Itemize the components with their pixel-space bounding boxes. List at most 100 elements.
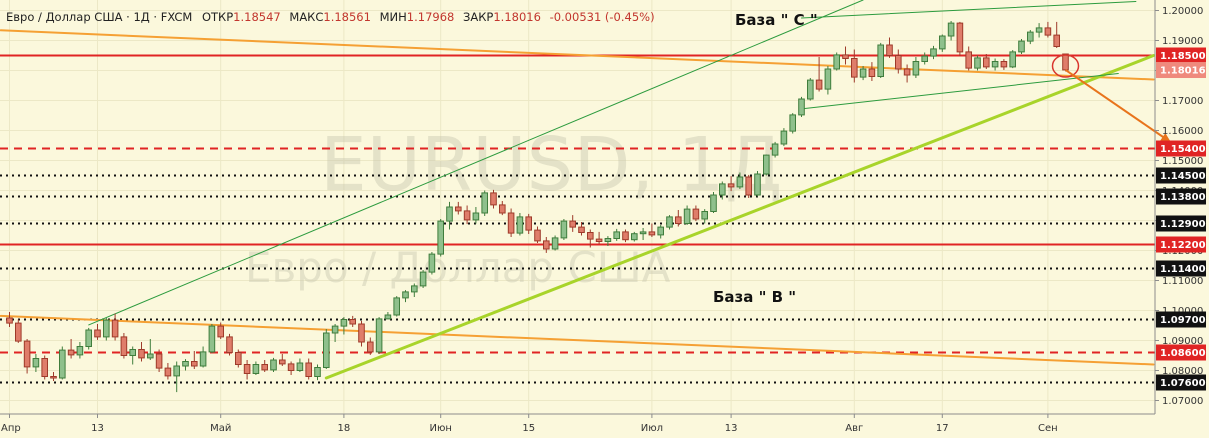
candle-bearish: [155, 353, 163, 369]
chart-header: Евро / Доллар США · 1Д · FXCM ОТКР1.1854…: [6, 10, 655, 24]
candle-bullish: [419, 271, 427, 287]
candle-bearish: [868, 68, 876, 77]
price-tick-label: 1.15000: [1162, 156, 1203, 167]
candle-bullish: [402, 291, 409, 299]
candle-bullish: [411, 285, 418, 293]
symbol-title: Евро / Доллар США · 1Д · FXCM: [6, 10, 192, 24]
highlight-circle: [1051, 54, 1080, 78]
low-value: 1.17968: [407, 10, 455, 24]
candle-bearish: [1000, 61, 1008, 68]
candle-bearish: [842, 54, 849, 60]
candle-bullish: [798, 98, 805, 116]
price-tick-label: 1.20000: [1162, 6, 1203, 17]
candle-bearish: [138, 349, 145, 359]
annotation-base-c: База " C ": [735, 11, 818, 29]
trendline-orange-lower: [0, 314, 1155, 366]
candle-bullish: [736, 176, 744, 188]
trendline-layer: [0, 0, 1155, 380]
level-price-label: 1.13800: [1160, 192, 1206, 203]
candle-bullish: [32, 358, 40, 368]
candle-bearish: [455, 206, 462, 212]
candle-bullish: [1018, 40, 1025, 53]
candle-bullish: [85, 329, 93, 347]
candle-bullish: [631, 233, 638, 241]
candle-bullish: [789, 114, 797, 132]
candle-bearish: [983, 57, 990, 68]
level-price-tag: [1156, 47, 1206, 64]
candle-bullish: [877, 44, 885, 77]
level-price-label: 1.09700: [1160, 315, 1206, 326]
trendline-yellowgreen-support: [324, 54, 1155, 380]
candle-bullish: [921, 55, 929, 62]
candle-bearish: [6, 317, 13, 324]
candle-bearish: [191, 361, 198, 367]
time-axis[interactable]: Апр 13 Май 18 Июн 15 Июл 13 Авг 17 Сен: [1, 414, 1058, 434]
candle-bearish: [50, 376, 57, 379]
candle-bearish: [217, 325, 224, 338]
candle-bullish: [657, 226, 665, 236]
candle-bullish: [613, 231, 621, 239]
candle-bullish: [1035, 27, 1043, 33]
time-tick-label: 18: [338, 423, 351, 434]
level-price-label: 1.18500: [1160, 51, 1206, 62]
candle-bearish: [94, 329, 101, 338]
candle-bearish: [463, 210, 471, 221]
time-tick-label: Май: [210, 423, 231, 434]
time-tick-label: Апр: [1, 423, 21, 434]
candle-bearish: [965, 51, 973, 69]
candle-bullish: [604, 238, 612, 242]
candle-bearish: [243, 364, 251, 374]
candle-bullish: [991, 61, 999, 68]
price-tick-label: 1.07000: [1162, 396, 1203, 407]
candle-bearish: [235, 352, 242, 365]
candle-bearish: [41, 358, 49, 377]
high-label: МАКС: [289, 10, 323, 24]
candle-bearish: [595, 238, 603, 243]
candle-bearish: [367, 341, 374, 353]
candle-bearish: [23, 340, 31, 368]
time-tick-label: Июл: [641, 423, 663, 434]
price-tick-label: 1.16000: [1162, 126, 1203, 137]
candle-bullish: [560, 220, 568, 239]
trendline-green-channel-c-bottom: [801, 73, 1119, 110]
price-tick-label: 1.09000: [1162, 336, 1203, 347]
candle-bullish: [1009, 51, 1017, 68]
candle-bearish: [349, 319, 356, 325]
low-label: МИН: [380, 10, 407, 24]
candle-bearish: [279, 359, 286, 365]
level-price-tag: [1156, 344, 1206, 361]
time-tick-label: 17: [936, 423, 949, 434]
candle-bullish: [771, 143, 779, 156]
candle-bullish: [296, 362, 304, 371]
candle-bearish: [587, 232, 594, 240]
candle-bearish: [543, 240, 550, 250]
candle-bullish: [182, 361, 189, 367]
candle-bearish: [120, 336, 128, 356]
level-price-label: 1.12200: [1160, 240, 1206, 251]
candle-bullish: [780, 130, 788, 145]
candle-bullish: [173, 365, 180, 377]
candle-bullish: [481, 192, 488, 214]
candle-bullish: [824, 68, 832, 90]
candle-bullish: [754, 173, 761, 196]
price-tick-label: 1.08000: [1162, 366, 1203, 377]
high-value: 1.18561: [323, 10, 371, 24]
candle-bearish: [727, 183, 735, 188]
price-axis[interactable]: 1.200001.190001.180001.170001.160001.150…: [1155, 6, 1206, 407]
candle-bearish: [886, 44, 893, 56]
candle-bearish: [578, 226, 585, 234]
candle-bullish: [974, 57, 981, 69]
candle-bullish: [252, 364, 260, 374]
candle-bullish: [323, 332, 330, 368]
forecast-arrow-line: [1064, 69, 1172, 144]
candle-bearish: [499, 204, 506, 214]
trendline-green-channel-lower: [88, 0, 864, 326]
candle-bullish: [199, 351, 207, 367]
candle-bullish: [912, 61, 920, 76]
candle-bullish: [375, 318, 383, 353]
price-tick-label: 1.17000: [1162, 96, 1203, 107]
time-tick-label: Авг: [845, 423, 863, 434]
candle-bearish: [261, 364, 268, 371]
